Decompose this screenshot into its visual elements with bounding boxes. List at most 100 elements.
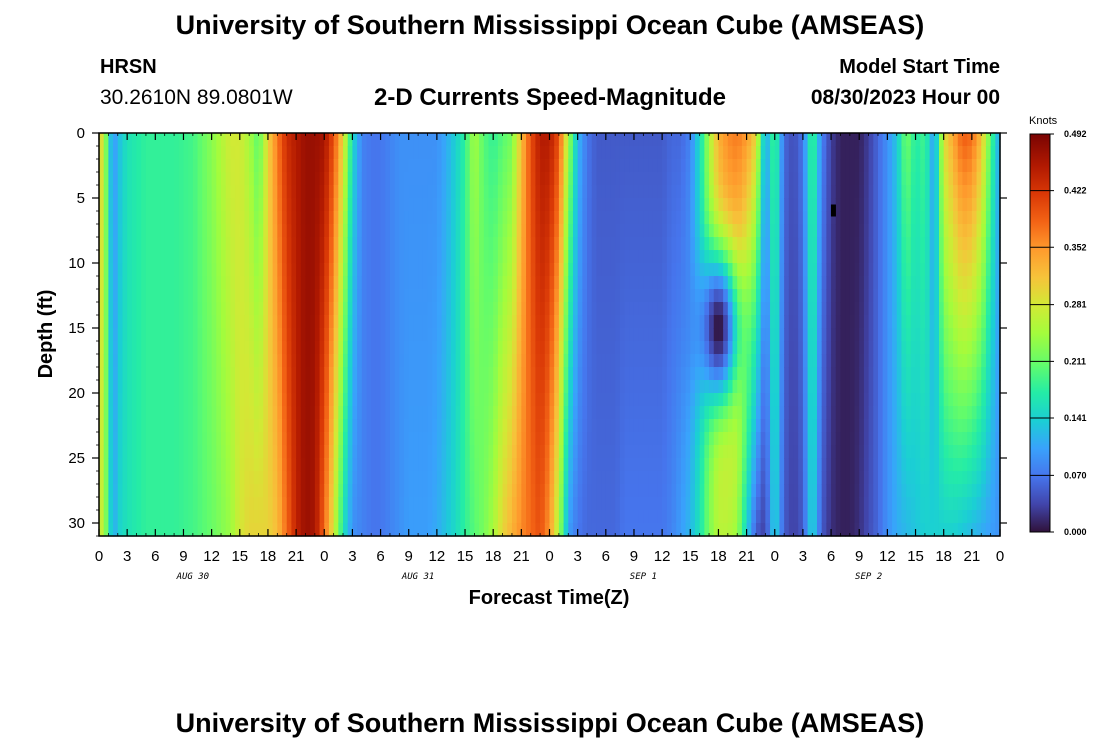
heatmap-cell: [652, 471, 659, 485]
heatmap-cell: [371, 159, 377, 173]
heatmap-cell: [812, 445, 818, 459]
heatmap-cell: [404, 445, 410, 459]
heatmap-cell: [812, 341, 818, 355]
heatmap-cell: [662, 315, 668, 329]
heatmap-cell: [399, 393, 405, 407]
heatmap-cell: [657, 432, 663, 446]
heatmap-cell: [690, 302, 696, 316]
heatmap-cell: [572, 419, 579, 433]
heatmap-cell: [816, 185, 823, 199]
heatmap-cell: [507, 211, 513, 225]
heatmap-cell: [450, 250, 457, 264]
heatmap-cell: [605, 211, 612, 225]
heatmap-cell: [755, 250, 762, 264]
heatmap-cell: [450, 341, 457, 355]
heatmap-cell: [277, 224, 283, 238]
heatmap-cell: [244, 510, 250, 524]
heatmap-cell: [760, 328, 766, 342]
heatmap-cell: [568, 250, 574, 264]
heatmap-cell: [840, 445, 846, 459]
heatmap-cell: [587, 458, 593, 472]
heatmap-cell: [314, 211, 321, 225]
heatmap-cell: [774, 315, 781, 329]
heatmap-cell: [385, 211, 391, 225]
heatmap-cell: [131, 445, 138, 459]
heatmap-cell: [413, 276, 419, 290]
heatmap-cell: [469, 367, 476, 381]
heatmap-cell: [784, 471, 790, 485]
heatmap-cell: [202, 471, 208, 485]
heatmap-cell: [587, 380, 593, 394]
heatmap-cell: [554, 341, 560, 355]
heatmap-cell: [629, 276, 635, 290]
heatmap-cell: [835, 445, 842, 459]
heatmap-cell: [432, 211, 438, 225]
heatmap-cell: [657, 133, 663, 147]
heatmap-cell: [127, 237, 133, 251]
heatmap-cell: [258, 133, 264, 147]
heatmap-cell: [765, 497, 771, 511]
heatmap-cell: [450, 211, 457, 225]
heatmap-cell: [202, 185, 208, 199]
heatmap-cell: [572, 406, 579, 420]
heatmap-cell: [150, 302, 156, 316]
heatmap-cell: [727, 367, 734, 381]
heatmap-cell: [741, 302, 748, 316]
heatmap-cell: [145, 406, 152, 420]
heatmap-cell: [629, 250, 635, 264]
heatmap-cell: [127, 172, 133, 186]
heatmap-cell: [296, 393, 302, 407]
heatmap-cell: [371, 146, 377, 160]
heatmap-cell: [638, 250, 644, 264]
heatmap-cell: [577, 471, 583, 485]
heatmap-cell: [103, 393, 109, 407]
heatmap-cell: [108, 419, 114, 433]
heatmap-cell: [267, 510, 274, 524]
heatmap-cell: [840, 159, 846, 173]
heatmap-cell: [324, 419, 330, 433]
heatmap-cell: [568, 159, 574, 173]
heatmap-cell: [169, 172, 175, 186]
heatmap-cell: [540, 523, 546, 537]
heatmap-cell: [619, 159, 626, 173]
heatmap-cell: [737, 159, 743, 173]
heatmap-cell: [511, 133, 518, 147]
heatmap-cell: [267, 497, 274, 511]
heatmap-cell: [127, 315, 133, 329]
heatmap-cell: [272, 510, 278, 524]
heatmap-cell: [164, 354, 170, 368]
heatmap-cell: [324, 224, 330, 238]
heatmap-cell: [366, 523, 372, 537]
heatmap-cell: [784, 133, 790, 147]
heatmap-cell: [300, 237, 307, 251]
heatmap-cell: [178, 458, 185, 472]
heatmap-cell: [202, 406, 208, 420]
heatmap-cell: [155, 354, 161, 368]
heatmap-cell: [497, 276, 504, 290]
heatmap-cell: [347, 198, 353, 212]
heatmap-cell: [840, 172, 846, 186]
heatmap-cell: [648, 419, 654, 433]
heatmap-cell: [746, 341, 752, 355]
heatmap-cell: [493, 393, 499, 407]
heatmap-cell: [568, 484, 574, 498]
heatmap-cell: [629, 484, 635, 498]
heatmap-cell: [784, 289, 790, 303]
heatmap-cell: [662, 211, 668, 225]
heatmap-cell: [103, 198, 109, 212]
heatmap-cell: [141, 458, 147, 472]
heatmap-cell: [821, 224, 827, 238]
heatmap-cell: [155, 133, 161, 147]
heatmap-cell: [174, 380, 180, 394]
heatmap-cell: [155, 276, 161, 290]
heatmap-cell: [718, 380, 724, 394]
heatmap-cell: [235, 393, 241, 407]
heatmap-cell: [225, 276, 231, 290]
heatmap-cell: [535, 315, 541, 329]
heatmap-cell: [206, 315, 213, 329]
heatmap-cell: [249, 237, 255, 251]
heatmap-cell: [554, 172, 560, 186]
heatmap-cell: [469, 172, 476, 186]
heatmap-cell: [648, 484, 654, 498]
heatmap-cell: [371, 471, 377, 485]
